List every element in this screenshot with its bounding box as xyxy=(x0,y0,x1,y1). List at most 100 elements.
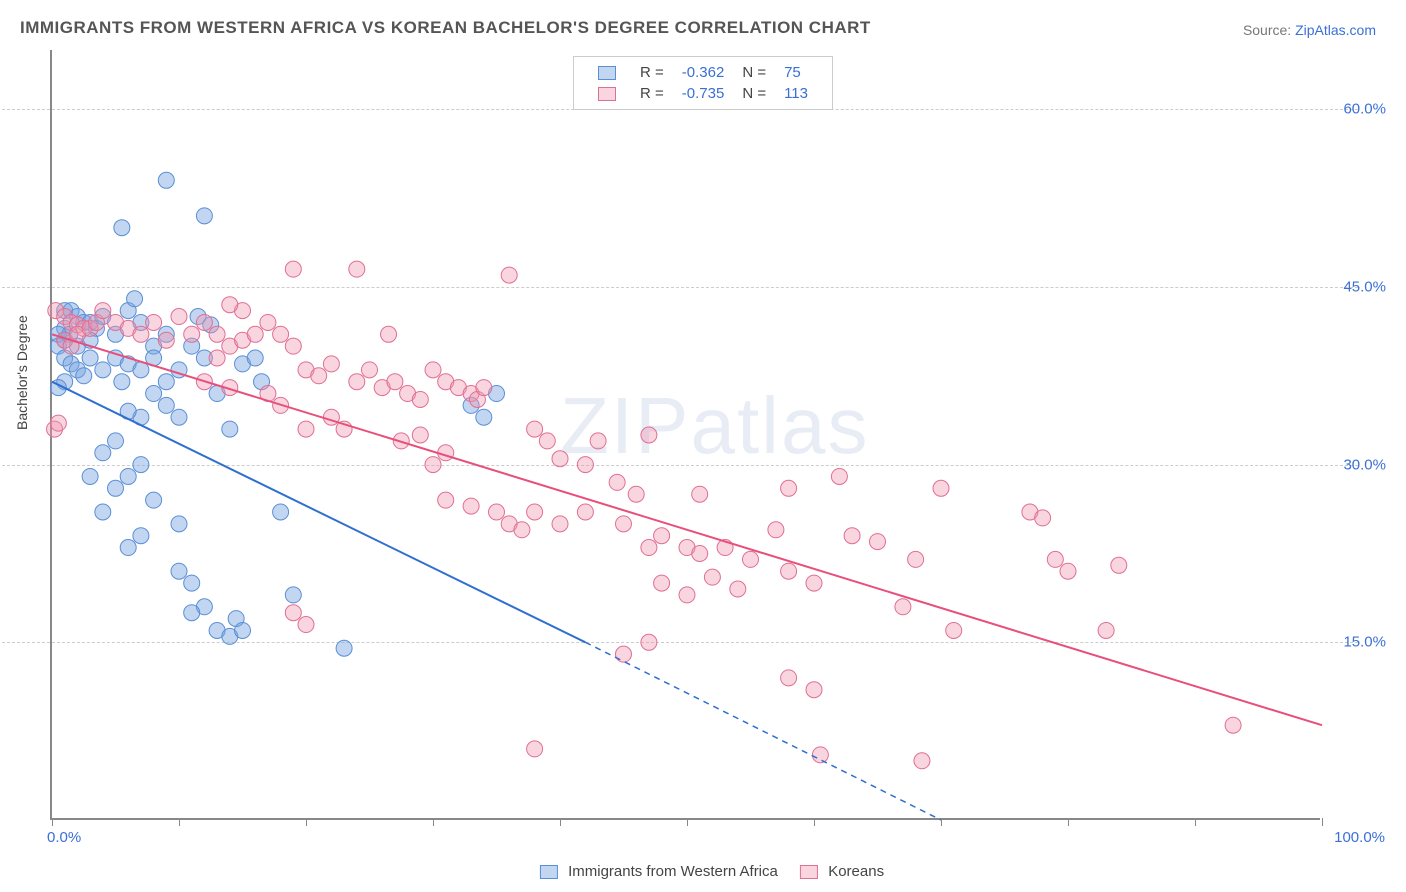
data-point xyxy=(1060,563,1076,579)
data-point xyxy=(654,528,670,544)
data-point xyxy=(184,575,200,591)
data-point xyxy=(336,640,352,656)
data-point xyxy=(412,427,428,443)
data-point xyxy=(1035,510,1051,526)
data-point xyxy=(158,397,174,413)
data-point xyxy=(311,368,327,384)
data-point xyxy=(95,504,111,520)
data-point xyxy=(285,587,301,603)
data-point xyxy=(412,391,428,407)
data-point xyxy=(514,522,530,538)
data-point xyxy=(108,480,124,496)
data-point xyxy=(158,374,174,390)
x-axis-max-label: 100.0% xyxy=(1334,829,1385,846)
data-point xyxy=(590,433,606,449)
data-point xyxy=(641,634,657,650)
data-point xyxy=(273,504,289,520)
legend-swatch-blue xyxy=(540,865,558,879)
data-point xyxy=(133,326,149,342)
data-point xyxy=(476,380,492,396)
trend-line-extrapolated xyxy=(585,642,941,820)
data-point xyxy=(209,350,225,366)
data-point xyxy=(133,528,149,544)
chart-svg xyxy=(52,50,1322,820)
data-point xyxy=(184,326,200,342)
data-point xyxy=(260,314,276,330)
data-point xyxy=(1111,557,1127,573)
data-point xyxy=(844,528,860,544)
data-point xyxy=(247,326,263,342)
data-point xyxy=(946,622,962,638)
data-point xyxy=(133,457,149,473)
data-point xyxy=(273,326,289,342)
data-point xyxy=(577,504,593,520)
data-point xyxy=(552,451,568,467)
data-point xyxy=(285,338,301,354)
legend-swatch-pink xyxy=(598,87,616,101)
data-point xyxy=(1098,622,1114,638)
data-point xyxy=(870,534,886,550)
data-point xyxy=(489,504,505,520)
r-value-2: -0.735 xyxy=(674,84,733,103)
data-point xyxy=(730,581,746,597)
source-attribution: Source: ZipAtlas.com xyxy=(1243,22,1376,38)
data-point xyxy=(641,427,657,443)
data-point xyxy=(616,646,632,662)
source-label: Source: xyxy=(1243,22,1291,38)
legend-swatch-blue xyxy=(598,66,616,80)
data-point xyxy=(95,303,111,319)
data-point xyxy=(120,540,136,556)
data-point xyxy=(552,516,568,532)
data-point xyxy=(285,605,301,621)
data-point xyxy=(146,386,162,402)
data-point xyxy=(82,350,98,366)
data-point xyxy=(171,563,187,579)
data-point xyxy=(349,261,365,277)
x-axis-min-label: 0.0% xyxy=(47,829,81,846)
data-point xyxy=(527,741,543,757)
data-point xyxy=(628,486,644,502)
data-point xyxy=(692,486,708,502)
legend-row: R =-0.362 N =75 xyxy=(590,63,816,82)
data-point xyxy=(425,457,441,473)
data-point xyxy=(285,261,301,277)
data-point xyxy=(381,326,397,342)
data-point xyxy=(50,415,66,431)
legend-row: R =-0.735 N =113 xyxy=(590,84,816,103)
legend-label-1: Immigrants from Western Africa xyxy=(568,863,778,880)
x-tick xyxy=(1322,818,1323,826)
chart-title: IMMIGRANTS FROM WESTERN AFRICA VS KOREAN… xyxy=(20,18,871,38)
data-point xyxy=(171,409,187,425)
data-point xyxy=(704,569,720,585)
data-point xyxy=(527,504,543,520)
data-point xyxy=(616,516,632,532)
source-link[interactable]: ZipAtlas.com xyxy=(1295,22,1376,38)
data-point xyxy=(222,421,238,437)
data-point xyxy=(914,753,930,769)
data-point xyxy=(127,291,143,307)
r-value-1: -0.362 xyxy=(674,63,733,82)
data-point xyxy=(476,409,492,425)
data-point xyxy=(247,350,263,366)
data-point xyxy=(120,468,136,484)
data-point xyxy=(298,421,314,437)
data-point xyxy=(298,617,314,633)
data-point xyxy=(114,220,130,236)
trend-line xyxy=(52,334,1322,725)
n-value-1: 75 xyxy=(776,63,816,82)
data-point xyxy=(222,297,238,313)
data-point xyxy=(806,682,822,698)
data-point xyxy=(768,522,784,538)
data-point xyxy=(463,498,479,514)
data-point xyxy=(679,587,695,603)
data-point xyxy=(146,314,162,330)
data-point xyxy=(527,421,543,437)
correlation-legend: R =-0.362 N =75 R =-0.735 N =113 xyxy=(573,56,833,110)
data-point xyxy=(743,551,759,567)
series-legend: Immigrants from Western Africa Koreans xyxy=(522,863,884,880)
data-point xyxy=(895,599,911,615)
data-point xyxy=(1225,717,1241,733)
data-point xyxy=(812,747,828,763)
y-axis-label: Bachelor's Degree xyxy=(14,315,30,430)
data-point xyxy=(235,622,251,638)
